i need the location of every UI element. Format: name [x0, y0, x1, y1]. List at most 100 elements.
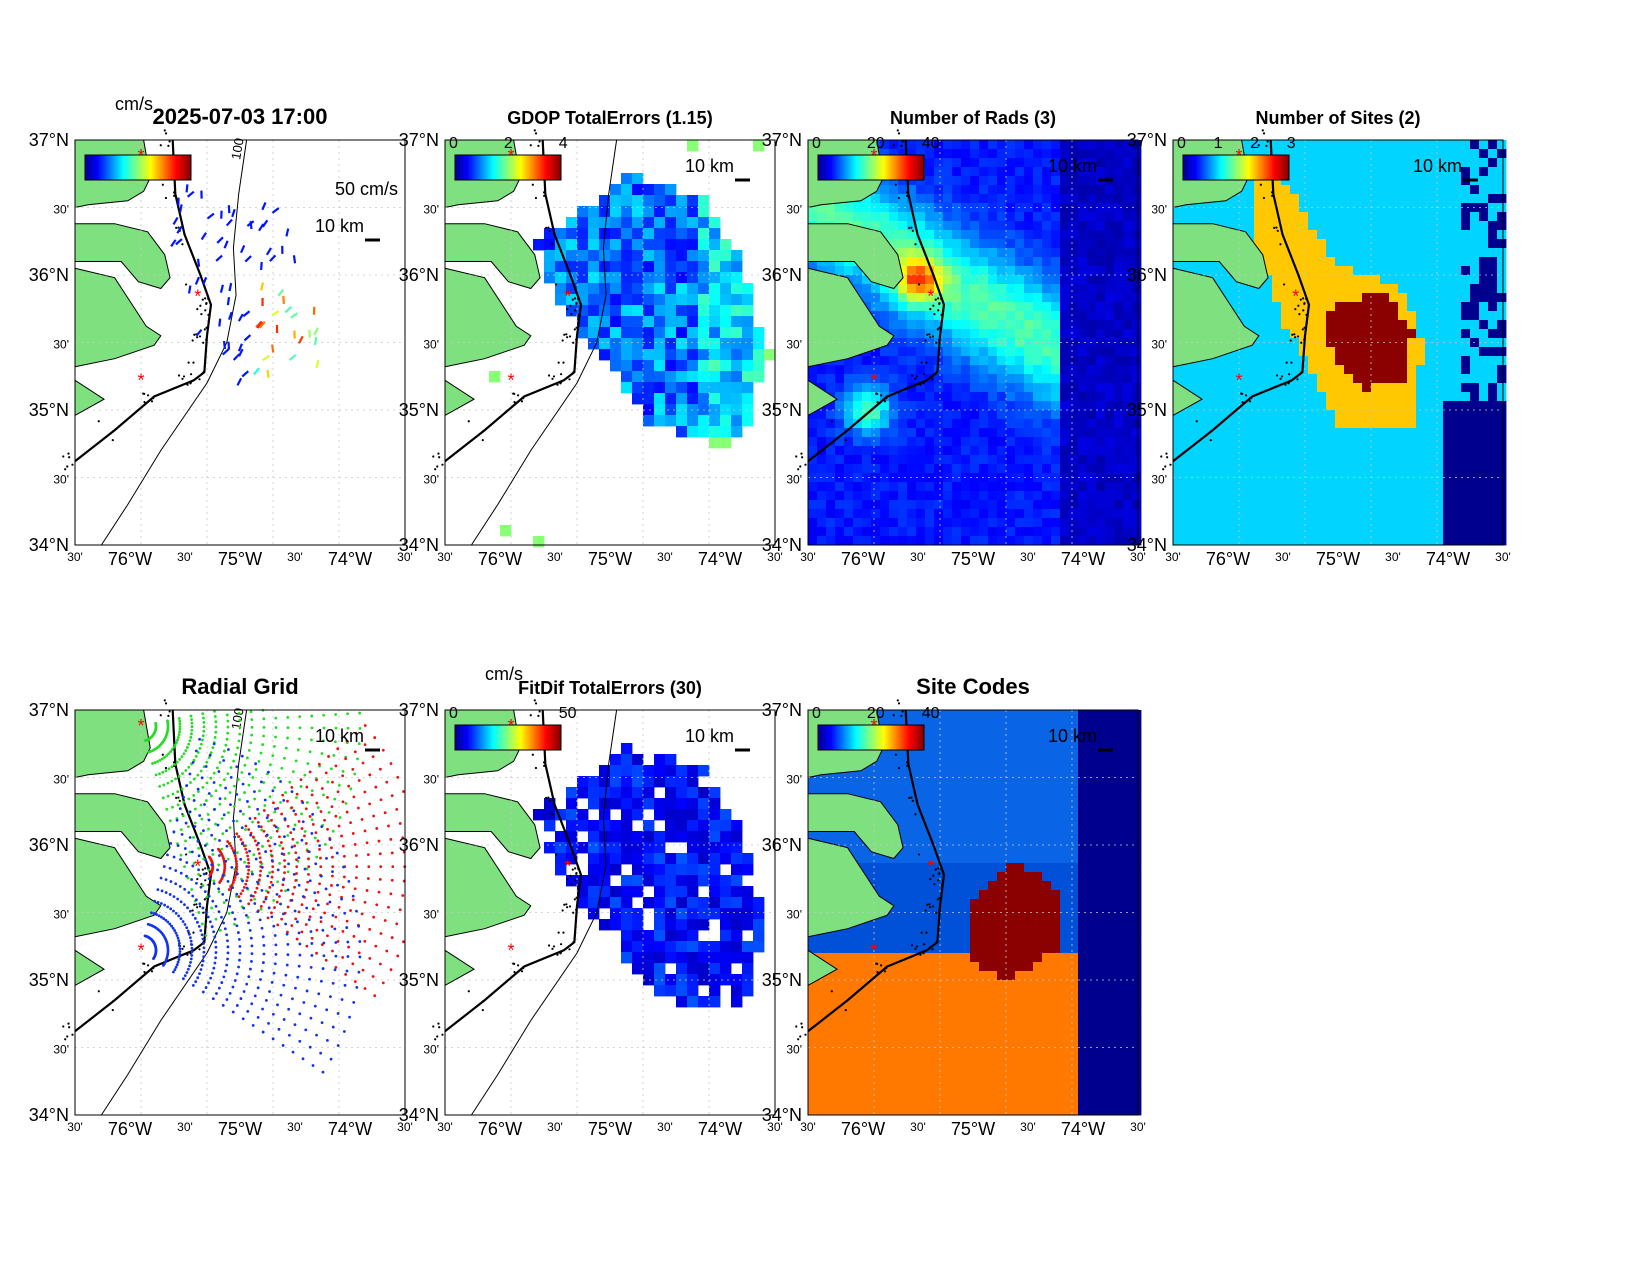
- data-cell: [961, 527, 971, 537]
- data-cell: [961, 401, 971, 411]
- data-cell: [871, 302, 881, 312]
- data-cell: [1353, 428, 1363, 438]
- data-cell: [654, 283, 666, 295]
- data-cell: [1123, 374, 1133, 384]
- data-cell: [665, 316, 677, 328]
- coast-dot: [573, 328, 576, 331]
- data-cell: [1407, 410, 1417, 420]
- radial-grid-point: [193, 821, 197, 825]
- data-cell: [621, 173, 633, 185]
- data-cell: [1470, 149, 1480, 159]
- radial-grid-point: [211, 746, 215, 750]
- data-cell: [943, 518, 953, 528]
- data-cell: [1078, 311, 1088, 321]
- radial-grid-point: [151, 762, 154, 765]
- data-cell: [880, 527, 890, 537]
- data-cell: [988, 464, 998, 474]
- data-cell: [1362, 284, 1372, 294]
- data-cell: [1218, 383, 1228, 393]
- radial-grid-point: [379, 798, 383, 802]
- radial-grid-point: [212, 771, 216, 775]
- data-cell: [1371, 185, 1381, 195]
- data-cell: [1290, 365, 1300, 375]
- data-cell: [1060, 248, 1070, 258]
- data-cell: [577, 294, 589, 306]
- data-cell: [1254, 464, 1264, 474]
- data-cell: [1389, 275, 1399, 285]
- data-cell: [1461, 419, 1471, 429]
- data-cell: [979, 320, 989, 330]
- data-cell: [1407, 518, 1417, 528]
- radial-grid-point: [268, 871, 272, 875]
- data-cell: [1173, 419, 1183, 429]
- data-cell: [916, 347, 926, 357]
- data-cell: [1236, 518, 1246, 528]
- data-cell: [1281, 149, 1291, 159]
- data-cell: [1105, 347, 1115, 357]
- data-cell: [698, 206, 710, 218]
- data-cell: [1362, 455, 1372, 465]
- data-cell: [1461, 302, 1471, 312]
- coast-dot: [1301, 328, 1304, 331]
- land-mass: [74, 709, 151, 779]
- radial-grid-point: [378, 852, 382, 856]
- velocity-vector: [219, 284, 224, 293]
- data-cell: [1024, 491, 1034, 501]
- data-cell: [1290, 311, 1300, 321]
- velocity-vector: [228, 282, 233, 292]
- radial-grid-point: [330, 884, 333, 887]
- radial-grid-point: [317, 762, 321, 766]
- radial-grid-point: [243, 791, 246, 794]
- data-cell: [862, 482, 872, 492]
- data-cell: [1380, 284, 1390, 294]
- radial-grid-point: [147, 750, 151, 754]
- data-cell: [925, 185, 935, 195]
- data-cell: [1024, 347, 1034, 357]
- data-cell: [1497, 239, 1507, 249]
- data-cell: [1497, 383, 1507, 393]
- data-cell: [988, 491, 998, 501]
- coast-dot: [1302, 309, 1305, 312]
- data-cell: [1299, 482, 1309, 492]
- data-cell: [835, 428, 845, 438]
- data-cell: [1087, 437, 1097, 447]
- data-cell: [588, 294, 600, 306]
- radial-grid-point: [259, 751, 263, 755]
- radial-grid-point: [358, 726, 362, 730]
- data-cell: [1308, 221, 1318, 231]
- data-cell: [934, 464, 944, 474]
- data-cell: [1407, 428, 1417, 438]
- data-cell: [1344, 257, 1354, 267]
- coast-dot: [198, 335, 202, 338]
- data-cell: [889, 311, 899, 321]
- radial-grid-point: [272, 899, 276, 902]
- data-cell: [916, 329, 926, 339]
- radial-grid-point: [234, 857, 238, 860]
- data-cell: [961, 437, 971, 447]
- data-cell: [1245, 176, 1255, 186]
- data-cell: [599, 283, 611, 295]
- data-cell: [1308, 266, 1318, 276]
- data-cell: [898, 185, 908, 195]
- data-cell: [952, 536, 962, 546]
- data-cell: [1254, 356, 1264, 366]
- data-cell: [1443, 176, 1453, 186]
- data-cell: [916, 311, 926, 321]
- data-cell: [1096, 284, 1106, 294]
- radial-grid-point: [161, 796, 165, 800]
- data-cell: [1299, 329, 1309, 339]
- data-cell: [632, 239, 644, 251]
- data-cell: [826, 428, 836, 438]
- radial-grid-point: [144, 739, 147, 742]
- data-cell: [1335, 491, 1345, 501]
- data-cell: [654, 349, 666, 361]
- data-cell: [907, 419, 917, 429]
- radial-grid-point: [363, 987, 367, 990]
- data-cell: [916, 473, 926, 483]
- data-cell: [1078, 158, 1088, 168]
- data-cell: [1254, 230, 1264, 240]
- data-cell: [880, 365, 890, 375]
- radial-grid-point: [353, 980, 357, 983]
- data-cell: [676, 316, 688, 328]
- velocity-vector: [271, 344, 275, 353]
